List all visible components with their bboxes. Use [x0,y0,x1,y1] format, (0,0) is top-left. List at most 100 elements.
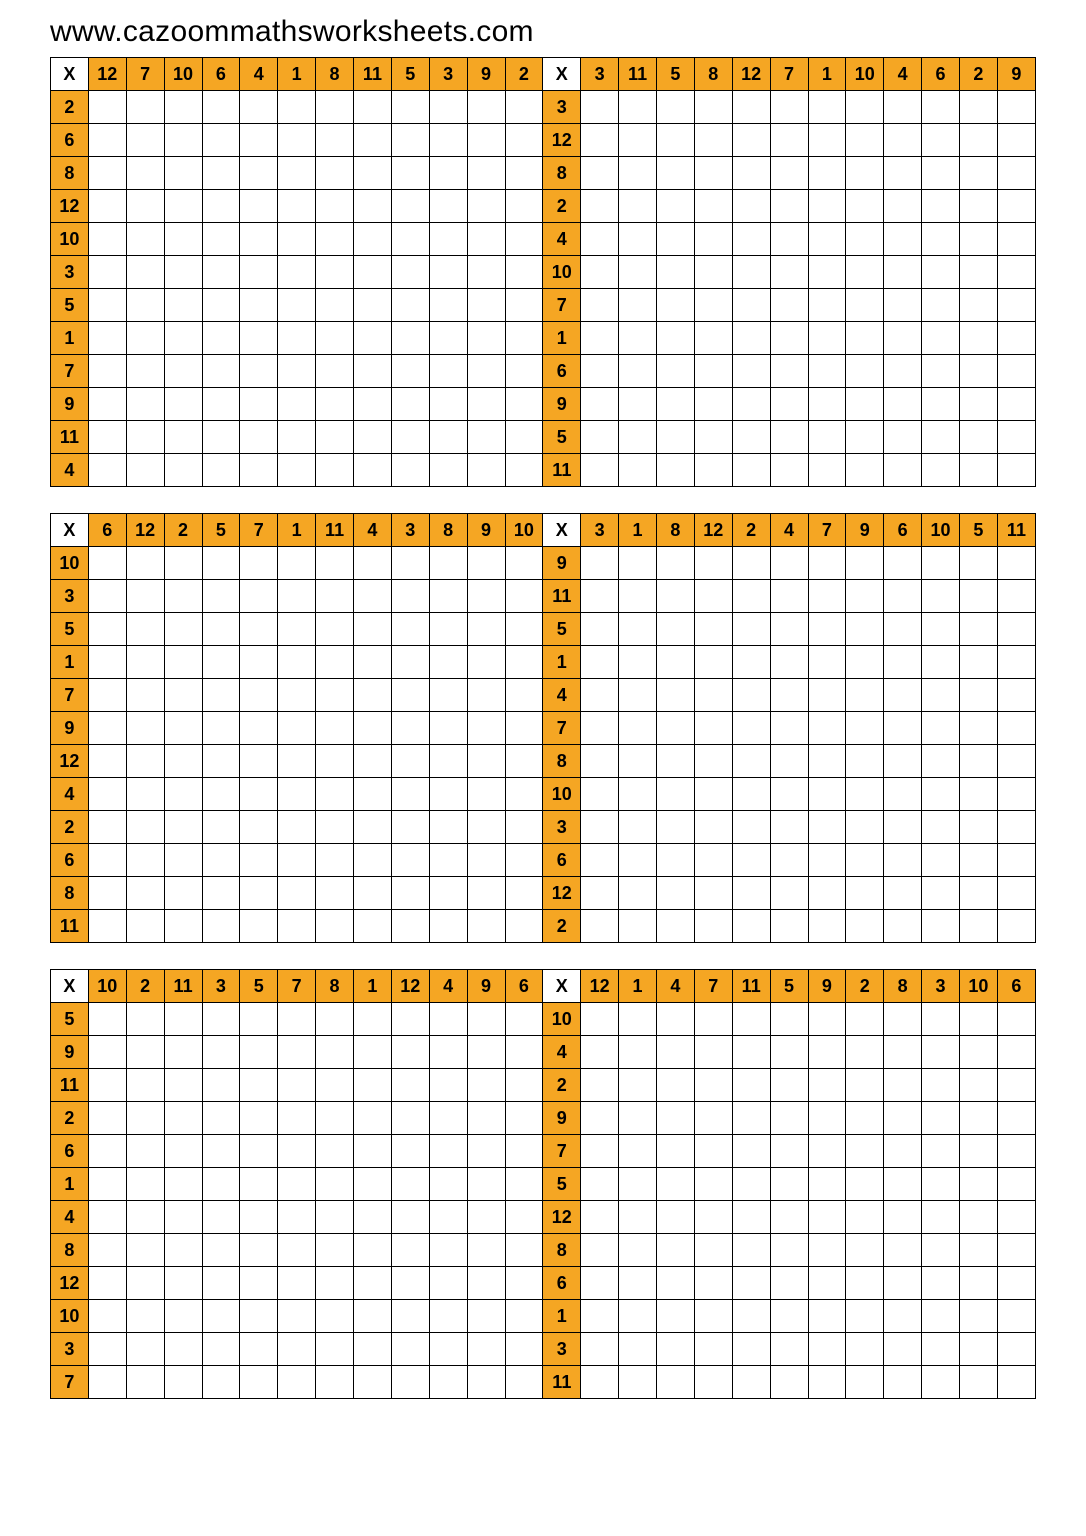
answer-cell[interactable] [619,91,657,124]
answer-cell[interactable] [316,778,354,811]
answer-cell[interactable] [467,421,505,454]
answer-cell[interactable] [846,388,884,421]
answer-cell[interactable] [202,421,240,454]
answer-cell[interactable] [657,1333,695,1366]
answer-cell[interactable] [278,355,316,388]
answer-cell[interactable] [467,289,505,322]
answer-cell[interactable] [581,580,619,613]
answer-cell[interactable] [88,1300,126,1333]
answer-cell[interactable] [126,613,164,646]
answer-cell[interactable] [960,646,998,679]
answer-cell[interactable] [960,580,998,613]
answer-cell[interactable] [884,190,922,223]
answer-cell[interactable] [846,190,884,223]
answer-cell[interactable] [278,157,316,190]
answer-cell[interactable] [619,256,657,289]
answer-cell[interactable] [960,421,998,454]
answer-cell[interactable] [240,877,278,910]
answer-cell[interactable] [732,745,770,778]
answer-cell[interactable] [884,646,922,679]
answer-cell[interactable] [391,910,429,943]
answer-cell[interactable] [278,547,316,580]
answer-cell[interactable] [846,613,884,646]
answer-cell[interactable] [846,679,884,712]
answer-cell[interactable] [997,745,1035,778]
answer-cell[interactable] [770,1168,808,1201]
answer-cell[interactable] [922,322,960,355]
answer-cell[interactable] [732,1135,770,1168]
answer-cell[interactable] [694,877,732,910]
answer-cell[interactable] [126,679,164,712]
answer-cell[interactable] [884,1036,922,1069]
answer-cell[interactable] [808,877,846,910]
answer-cell[interactable] [581,223,619,256]
answer-cell[interactable] [657,421,695,454]
answer-cell[interactable] [240,547,278,580]
answer-cell[interactable] [429,646,467,679]
answer-cell[interactable] [126,1366,164,1399]
answer-cell[interactable] [429,289,467,322]
answer-cell[interactable] [922,1300,960,1333]
answer-cell[interactable] [581,910,619,943]
answer-cell[interactable] [202,1201,240,1234]
answer-cell[interactable] [884,1069,922,1102]
answer-cell[interactable] [732,157,770,190]
answer-cell[interactable] [808,1135,846,1168]
answer-cell[interactable] [997,712,1035,745]
answer-cell[interactable] [316,289,354,322]
answer-cell[interactable] [960,877,998,910]
answer-cell[interactable] [354,1003,392,1036]
answer-cell[interactable] [316,1168,354,1201]
answer-cell[interactable] [846,256,884,289]
answer-cell[interactable] [240,646,278,679]
answer-cell[interactable] [505,1036,543,1069]
answer-cell[interactable] [694,388,732,421]
answer-cell[interactable] [770,1102,808,1135]
answer-cell[interactable] [846,646,884,679]
answer-cell[interactable] [732,1267,770,1300]
answer-cell[interactable] [657,613,695,646]
answer-cell[interactable] [884,289,922,322]
answer-cell[interactable] [88,1135,126,1168]
answer-cell[interactable] [808,1234,846,1267]
answer-cell[interactable] [694,223,732,256]
answer-cell[interactable] [997,1036,1035,1069]
answer-cell[interactable] [505,1201,543,1234]
answer-cell[interactable] [657,289,695,322]
answer-cell[interactable] [240,679,278,712]
answer-cell[interactable] [354,1234,392,1267]
answer-cell[interactable] [732,223,770,256]
answer-cell[interactable] [997,355,1035,388]
answer-cell[interactable] [278,1333,316,1366]
answer-cell[interactable] [619,646,657,679]
answer-cell[interactable] [316,256,354,289]
answer-cell[interactable] [278,1003,316,1036]
answer-cell[interactable] [316,1234,354,1267]
answer-cell[interactable] [429,355,467,388]
answer-cell[interactable] [846,1366,884,1399]
answer-cell[interactable] [278,646,316,679]
answer-cell[interactable] [657,877,695,910]
answer-cell[interactable] [164,679,202,712]
answer-cell[interactable] [846,580,884,613]
answer-cell[interactable] [467,910,505,943]
answer-cell[interactable] [581,1069,619,1102]
answer-cell[interactable] [391,1201,429,1234]
answer-cell[interactable] [694,421,732,454]
answer-cell[interactable] [354,322,392,355]
answer-cell[interactable] [164,454,202,487]
answer-cell[interactable] [657,1201,695,1234]
answer-cell[interactable] [960,1333,998,1366]
answer-cell[interactable] [732,1234,770,1267]
answer-cell[interactable] [997,811,1035,844]
answer-cell[interactable] [619,745,657,778]
answer-cell[interactable] [808,1300,846,1333]
answer-cell[interactable] [429,190,467,223]
answer-cell[interactable] [997,256,1035,289]
answer-cell[interactable] [467,613,505,646]
answer-cell[interactable] [770,811,808,844]
answer-cell[interactable] [619,679,657,712]
answer-cell[interactable] [997,289,1035,322]
answer-cell[interactable] [240,613,278,646]
answer-cell[interactable] [429,124,467,157]
